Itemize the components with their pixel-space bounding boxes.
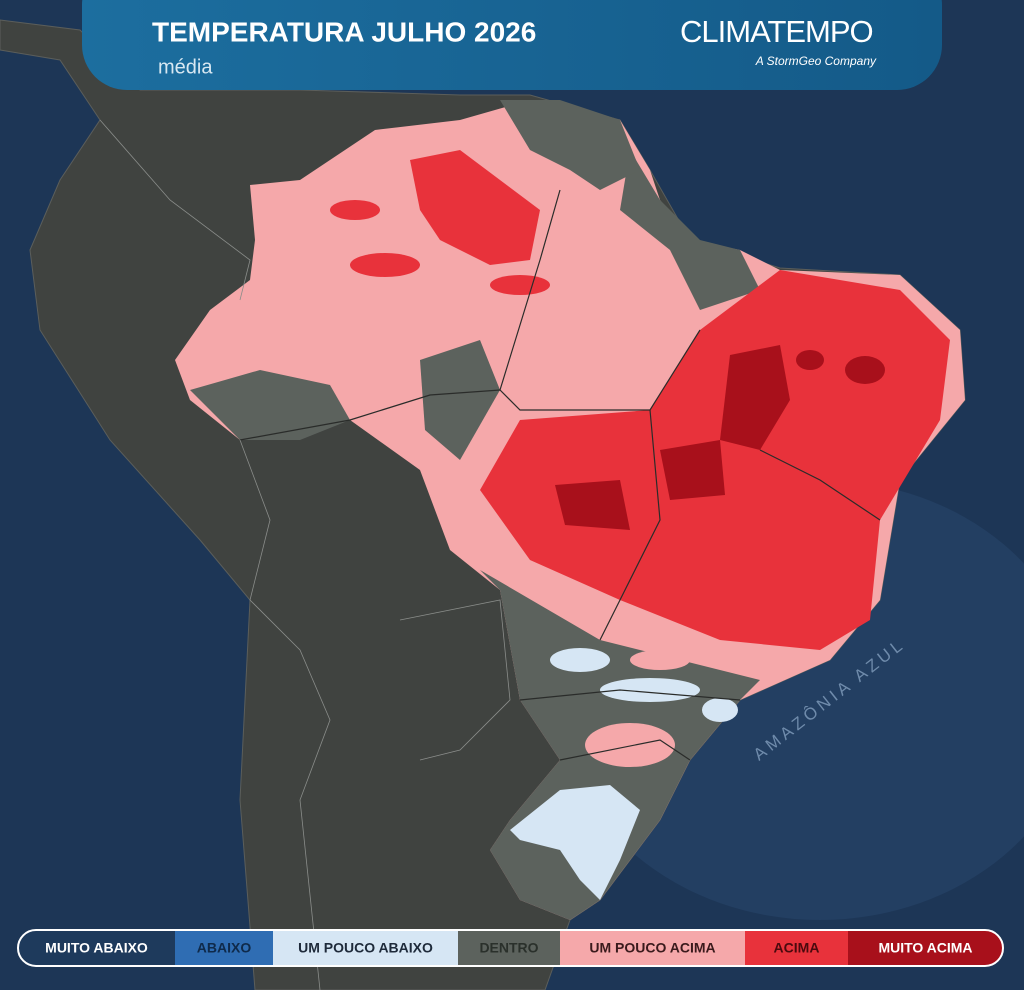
legend-label: MUITO ACIMA bbox=[878, 940, 972, 956]
legend-frame bbox=[17, 929, 1004, 967]
legend-swatch bbox=[560, 930, 745, 966]
legend-swatch bbox=[745, 930, 848, 966]
legend-swatch bbox=[458, 930, 560, 966]
title: TEMPERATURA JULHO 2026 bbox=[152, 16, 536, 47]
legend-swatch bbox=[848, 930, 1003, 966]
brand-name: CLIMATEMPO bbox=[680, 14, 873, 49]
country-borders bbox=[99, 119, 511, 990]
legend: MUITO ABAIXO ABAIXO UM POUCO ABAIXO DENTRO U… bbox=[17, 929, 1004, 967]
legend-label: DENTRO bbox=[479, 940, 538, 956]
legend-swatch bbox=[18, 930, 175, 966]
legend-label: ACIMA bbox=[774, 940, 820, 956]
header-banner bbox=[82, 0, 942, 90]
region-slightly-below bbox=[510, 648, 738, 900]
legend-label: UM POUCO ACIMA bbox=[589, 940, 715, 956]
region-much-above bbox=[555, 345, 885, 530]
legend-label: MUITO ABAIXO bbox=[45, 940, 148, 956]
state-borders bbox=[239, 189, 881, 761]
legend-swatch bbox=[175, 930, 273, 966]
legend-label: ABAIXO bbox=[197, 940, 252, 956]
subtitle: média bbox=[158, 56, 213, 78]
legend-items: MUITO ABAIXO ABAIXO UM POUCO ABAIXO DENTRO U… bbox=[18, 930, 1003, 966]
legend-label: UM POUCO ABAIXO bbox=[298, 940, 433, 956]
region-slightly-above-south bbox=[585, 650, 690, 767]
brand-tagline: A StormGeo Company bbox=[755, 54, 877, 68]
legend-swatch bbox=[273, 930, 458, 966]
